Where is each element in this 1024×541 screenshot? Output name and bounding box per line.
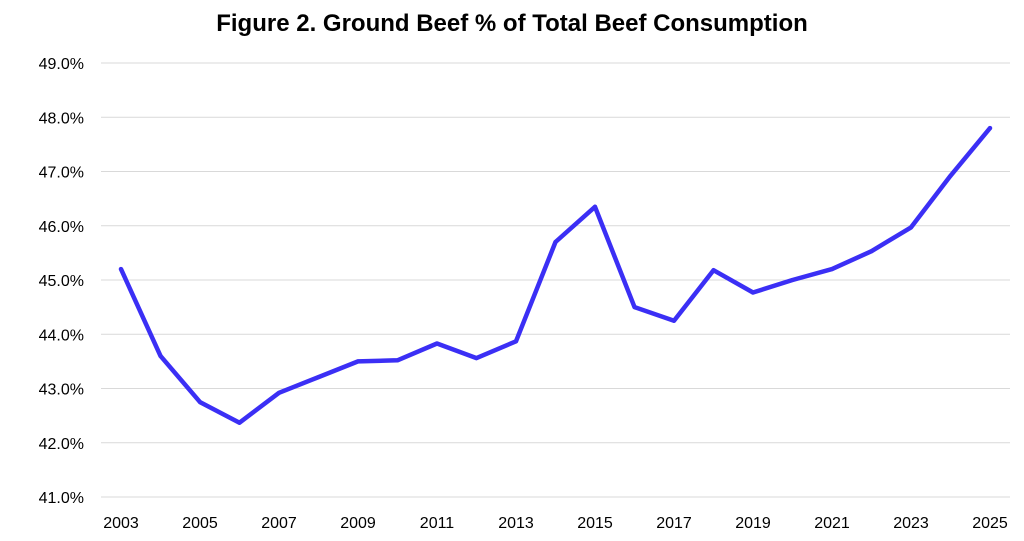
data-point — [593, 204, 597, 209]
y-tick-label: 45.0% — [39, 273, 84, 290]
x-axis-tick-labels: 2003 2005 2007 2009 2011 2013 2015 2017 2019 2021… — [103, 515, 1008, 532]
data-point — [751, 290, 755, 295]
x-tick-label: 2023 — [893, 515, 929, 532]
series-group — [118, 125, 993, 425]
gridlines — [101, 62, 1010, 498]
x-tick-label: 2005 — [182, 515, 218, 532]
x-tick-label: 2025 — [972, 515, 1008, 532]
data-point — [395, 358, 400, 363]
chart-title: Figure 2. Ground Beef % of Total Beef Co… — [216, 10, 808, 37]
x-tick-label: 2021 — [814, 515, 850, 532]
data-point — [909, 225, 913, 230]
y-tick-label: 49.0% — [39, 56, 84, 73]
data-point — [672, 318, 676, 323]
data-point — [435, 341, 439, 346]
data-point — [474, 356, 479, 361]
data-point — [119, 267, 123, 272]
x-tick-label: 2003 — [103, 515, 139, 532]
data-point — [632, 305, 637, 310]
data-point — [948, 173, 953, 178]
y-tick-label: 43.0% — [39, 382, 84, 399]
data-point — [711, 268, 716, 273]
y-tick-label: 42.0% — [39, 436, 84, 453]
x-tick-label: 2009 — [340, 515, 376, 532]
series-line — [118, 125, 993, 425]
x-tick-label: 2017 — [656, 515, 692, 532]
x-tick-label: 2015 — [577, 515, 613, 532]
data-point — [237, 420, 242, 425]
x-tick-label: 2011 — [420, 515, 455, 532]
data-point — [790, 278, 795, 282]
data-point — [869, 249, 874, 254]
y-tick-label: 44.0% — [39, 327, 84, 344]
data-point — [830, 267, 834, 272]
x-tick-label: 2019 — [735, 515, 771, 532]
y-tick-label: 41.0% — [39, 490, 84, 507]
data-point — [198, 400, 202, 405]
y-tick-label: 47.0% — [39, 165, 84, 182]
data-point — [316, 375, 321, 380]
data-point — [988, 126, 992, 131]
y-tick-label: 46.0% — [39, 219, 84, 236]
data-point — [277, 390, 281, 395]
y-tick-label: 48.0% — [39, 110, 84, 127]
data-point — [356, 359, 360, 364]
data-point — [553, 240, 558, 245]
x-tick-label: 2013 — [498, 515, 534, 532]
x-tick-label: 2007 — [261, 515, 297, 532]
data-point — [514, 339, 518, 344]
y-axis-tick-labels: 41.0% 42.0% 43.0% 44.0% 45.0% 46.0% 47.0% 48.0%… — [39, 56, 84, 507]
data-point — [158, 353, 163, 358]
